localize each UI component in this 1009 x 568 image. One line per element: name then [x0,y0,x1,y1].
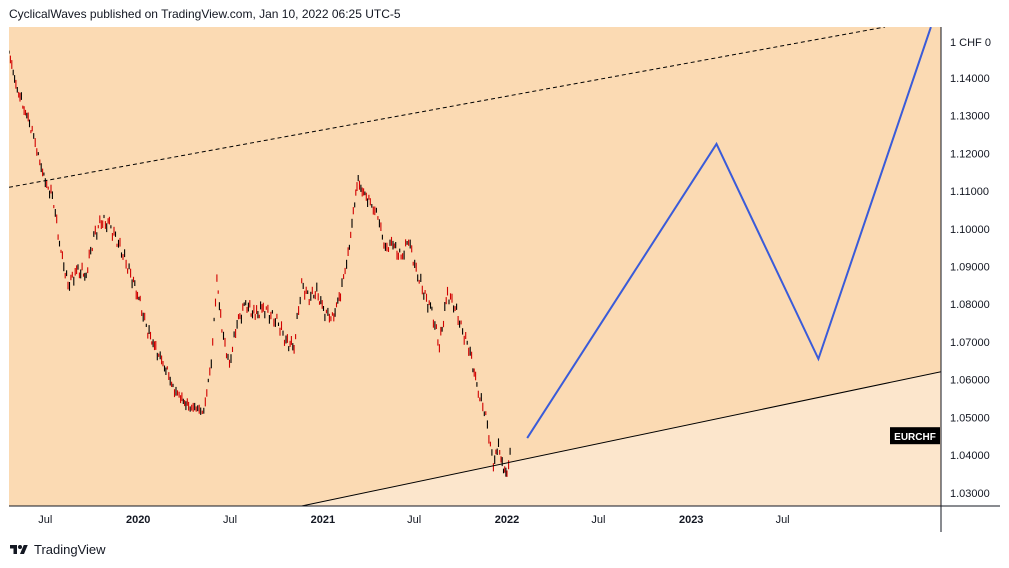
upper-channel-fill [9,27,941,506]
tradingview-logo-icon [10,544,28,554]
lower-trendline[interactable] [301,371,941,506]
price-tick-label: 1.09000 [950,262,990,274]
published-line: CyclicalWaves published on TradingView.c… [9,7,401,21]
symbol-badge: EURCHF [890,427,940,445]
time-tick-label: 2023 [679,514,703,526]
price-tick-label: 1.06000 [950,375,990,387]
time-tick-label: 2021 [311,514,335,526]
price-tick-label: 1.05000 [950,412,990,424]
price-tick-label: 1.08000 [950,299,990,311]
time-tick-label: Jul [776,514,790,526]
projection-path[interactable] [526,27,932,439]
symbol-badge-label: EURCHF [894,432,936,443]
time-tick-label: Jul [591,514,605,526]
price-tick-label: 1.12000 [950,148,990,160]
currency-label: 1 CHF 0 [950,37,991,49]
time-axis[interactable]: Jul 2020 Jul 2021 Jul 2022 Jul 2023 Jul [38,514,789,526]
price-tick-label: 1.03000 [950,488,990,500]
price-tick-label: 1.10000 [950,224,990,236]
footer: TradingView [9,542,106,557]
price-tick-label: 1.07000 [950,337,990,349]
price-tick-label: 1.14000 [950,73,990,85]
time-tick-label: Jul [38,514,52,526]
time-tick-label: Jul [223,514,237,526]
price-tick-label: 1.04000 [950,450,990,462]
symbol-badge-background [890,427,940,445]
price-series [9,50,511,477]
price-tick-label: 1.11000 [950,186,989,198]
price-tick-label: 1.13000 [950,111,990,123]
time-tick-label: 2022 [495,514,519,526]
price-axis[interactable]: 1 CHF 0 1.14000 1.13000 1.12000 1.11000 1.100… [950,37,991,500]
upper-trendline[interactable] [9,27,886,188]
footer-brand: TradingView [34,542,106,557]
time-tick-label: Jul [407,514,421,526]
time-tick-label: 2020 [126,514,150,526]
